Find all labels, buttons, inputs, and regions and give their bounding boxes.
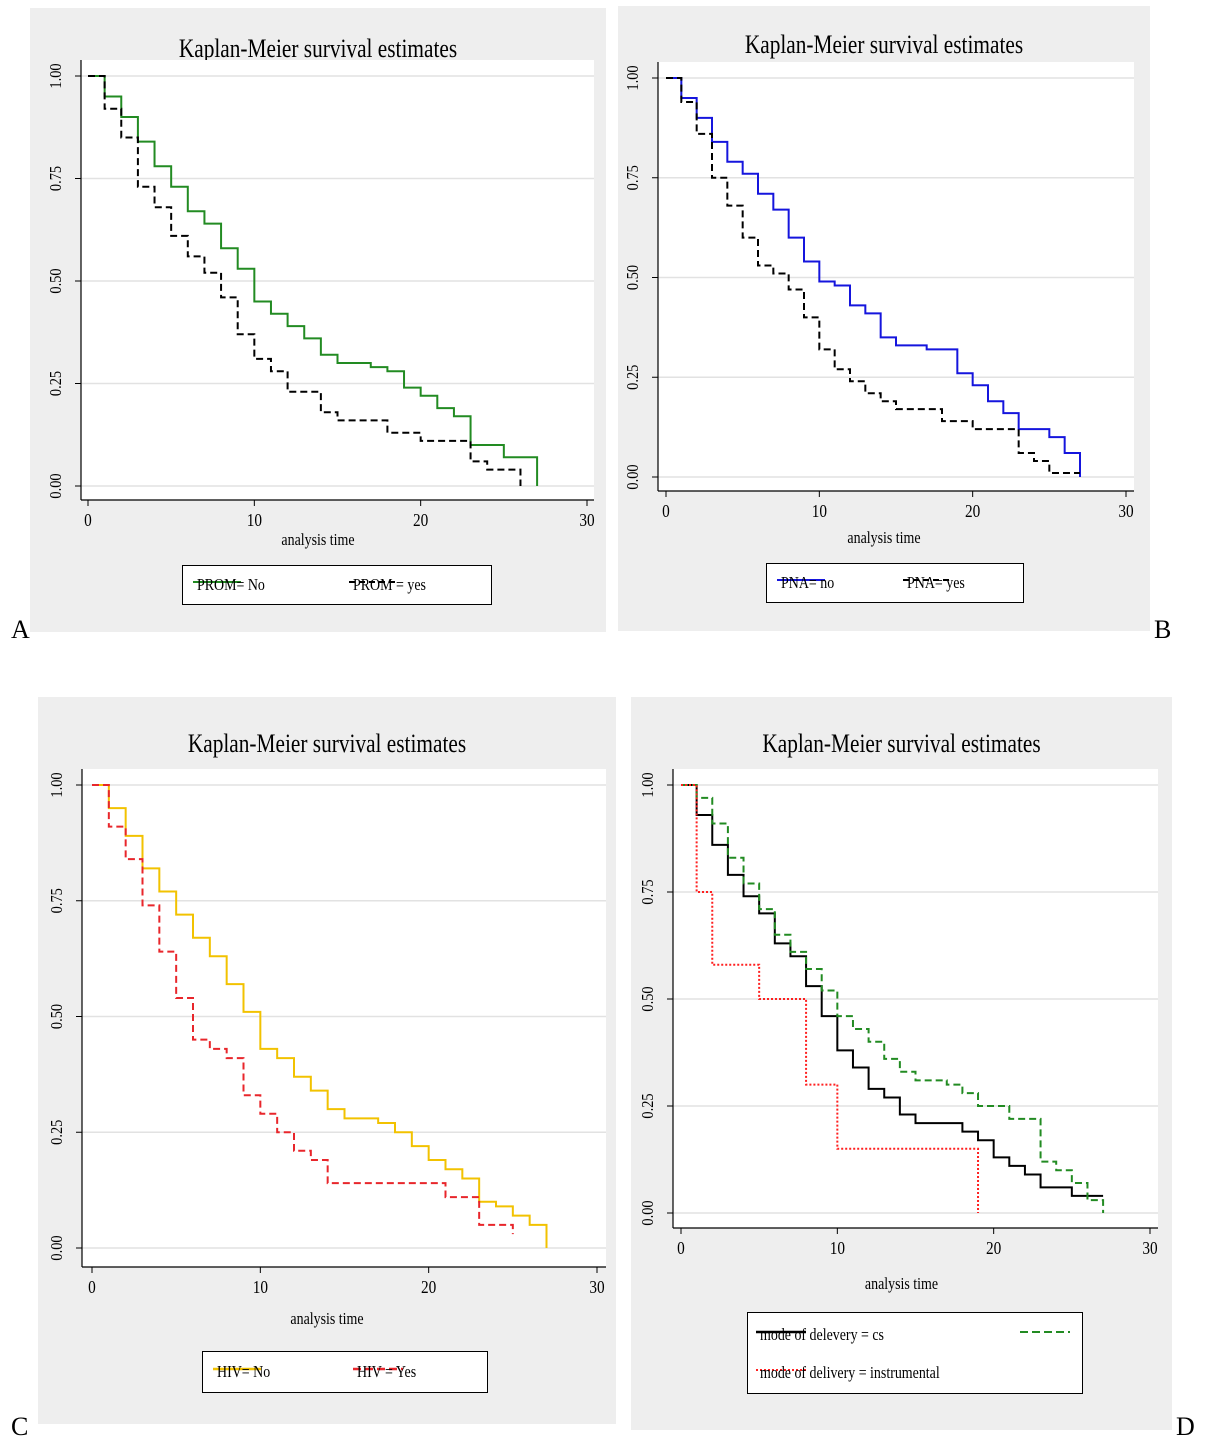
chart-title: Kaplan-Meier survival estimates (187, 729, 467, 758)
km-curve-3 (681, 784, 980, 1213)
legend-label: PNA= no (781, 573, 835, 592)
legend-label: mode of delivery = instrumental (760, 1363, 940, 1382)
y-tick-label: 0.50 (639, 986, 657, 1011)
y-tick-label: 0.50 (47, 268, 65, 293)
legend-item-pna-no: PNA= no (775, 573, 846, 593)
x-tick-label: 20 (965, 501, 980, 521)
x-tick-label: 10 (253, 1277, 268, 1297)
legend-item-instrumental: mode of delivery = instrumental (754, 1363, 979, 1383)
legend-item-prom-yes: PROM = yes (347, 575, 442, 595)
chart-title: Kaplan-Meier survival estimates (762, 729, 1041, 758)
panel-letter-a: A (11, 615, 30, 644)
legend-swatch-solid (193, 581, 241, 583)
y-tick-label: 0.75 (48, 888, 66, 913)
y-tick-label: 0.00 (639, 1200, 657, 1225)
x-tick-label: 30 (579, 510, 594, 530)
x-tick-label: 0 (88, 1277, 96, 1297)
km-plot-c: 0.00 0.25 0.50 0.75 1.00 0 10 20 30 (48, 769, 606, 1297)
km-plot-d: 0.00 0.25 0.50 0.75 1.00 0 10 20 30 (639, 769, 1158, 1258)
legend-swatch-dashed (353, 1367, 403, 1371)
legend-label: mode of delevery = cs (760, 1325, 884, 1344)
y-tick-label: 0.25 (624, 365, 642, 390)
panel-d: Kaplan-Meier survival estimates 0.00 0.25… (631, 697, 1172, 1430)
legend-swatch-dashed (903, 579, 951, 581)
x-tick-label: 20 (986, 1238, 1001, 1258)
plot-area (81, 60, 594, 500)
legend-item-prom-no: PROM= No (191, 575, 280, 595)
legend-swatch-dotted (756, 1369, 806, 1371)
chart-title: Kaplan-Meier survival estimates (744, 30, 1024, 59)
y-tick-label: 0.25 (48, 1120, 66, 1145)
y-tick-label: 1.00 (47, 63, 65, 88)
panel-letter-d: D (1176, 1412, 1195, 1441)
panel-letter-c: C (11, 1412, 29, 1441)
x-tick-label: 20 (413, 510, 428, 530)
legend: PROM= No PROM = yes (182, 565, 492, 605)
y-tick-label: 0.25 (47, 371, 65, 396)
km-curve-2 (92, 784, 514, 1235)
y-tick-label: 1.00 (624, 65, 642, 90)
legend-item-hiv-no: HIV= No (211, 1362, 282, 1382)
km-plot-a: 0.00 0.25 0.50 0.75 1.00 0 10 20 30 (47, 60, 595, 530)
plot-area (82, 769, 606, 1267)
km-curve-2 (88, 75, 522, 486)
chart-title: Kaplan-Meier survival estimates (178, 34, 458, 63)
y-tick-label: 0.00 (48, 1235, 66, 1260)
y-tick-label: 0.00 (47, 473, 65, 498)
plot-area (658, 62, 1134, 491)
y-tick-label: 0.75 (47, 166, 65, 191)
legend-swatch-solid (756, 1330, 806, 1334)
x-tick-label: 10 (812, 501, 827, 521)
km-curve-1 (681, 784, 1104, 1197)
y-tick-label: 0.00 (624, 464, 642, 489)
panel-letter-b: B (1154, 615, 1172, 644)
legend-item-hiv-yes: HIV = Yes (351, 1362, 429, 1382)
legend-label: HIV = Yes (357, 1362, 417, 1381)
y-tick-label: 1.00 (48, 772, 66, 797)
x-tick-label: 10 (830, 1238, 845, 1258)
x-axis-label: analysis time (847, 528, 921, 547)
x-tick-label: 30 (1118, 501, 1133, 521)
km-curve-1 (666, 77, 1081, 477)
legend-item-pna-yes: PNA= yes (901, 573, 978, 593)
y-tick-label: 1.00 (639, 772, 657, 797)
x-axis-label: analysis time (864, 1274, 939, 1293)
y-tick-label: 0.25 (639, 1093, 657, 1118)
legend-label: PROM= No (197, 575, 265, 594)
legend: mode of delevery = cs mode of delivery =… (747, 1312, 1083, 1394)
legend: HIV= No HIV = Yes (202, 1351, 488, 1393)
x-tick-label: 20 (421, 1277, 436, 1297)
legend-swatch-dashed (1020, 1331, 1070, 1333)
y-tick-label: 0.50 (48, 1004, 66, 1029)
legend: PNA= no PNA= yes (766, 563, 1024, 603)
panel-b: Kaplan-Meier survival estimates 0.00 0.25… (618, 6, 1150, 631)
legend-swatch-solid (213, 1367, 261, 1371)
legend-item-cs: mode of delevery = cs (754, 1325, 911, 1345)
panel-a: Kaplan-Meier survival estimates 0.00 0.25… (30, 8, 606, 632)
x-tick-label: 10 (247, 510, 262, 530)
legend-swatch-solid (777, 579, 825, 581)
y-tick-label: 0.75 (639, 879, 657, 904)
legend-swatch-dashed (349, 581, 399, 583)
km-curve-2 (681, 784, 1105, 1213)
km-curve-1 (92, 784, 548, 1248)
x-axis-label: analysis time (281, 530, 355, 549)
x-tick-label: 0 (84, 510, 92, 530)
legend-label: HIV= No (217, 1362, 271, 1381)
y-tick-label: 0.75 (624, 165, 642, 190)
legend-label: PROM = yes (353, 575, 426, 594)
x-tick-label: 0 (677, 1238, 685, 1258)
y-tick-label: 0.50 (624, 265, 642, 290)
x-tick-label: 0 (662, 501, 670, 521)
km-curve-1 (88, 75, 539, 486)
panel-c: Kaplan-Meier survival estimates 0.00 0.25… (38, 697, 616, 1424)
x-axis-label: analysis time (290, 1309, 364, 1328)
x-tick-label: 30 (1142, 1238, 1157, 1258)
km-curve-2 (666, 77, 1080, 475)
legend-label: PNA= yes (907, 573, 965, 592)
km-plot-b: 0.00 0.25 0.50 0.75 1.00 0 10 20 30 (624, 62, 1134, 521)
x-tick-label: 30 (589, 1277, 604, 1297)
